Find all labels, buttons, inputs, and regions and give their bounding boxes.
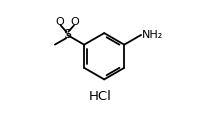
Text: HCl: HCl <box>89 90 111 103</box>
Text: O: O <box>55 17 64 27</box>
Text: S: S <box>63 28 71 41</box>
Text: NH₂: NH₂ <box>141 30 162 40</box>
Text: O: O <box>70 17 79 27</box>
